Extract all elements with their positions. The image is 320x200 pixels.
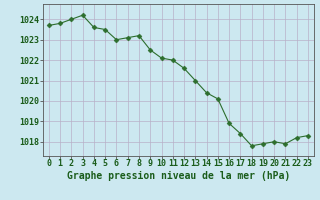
X-axis label: Graphe pression niveau de la mer (hPa): Graphe pression niveau de la mer (hPa) <box>67 171 290 181</box>
